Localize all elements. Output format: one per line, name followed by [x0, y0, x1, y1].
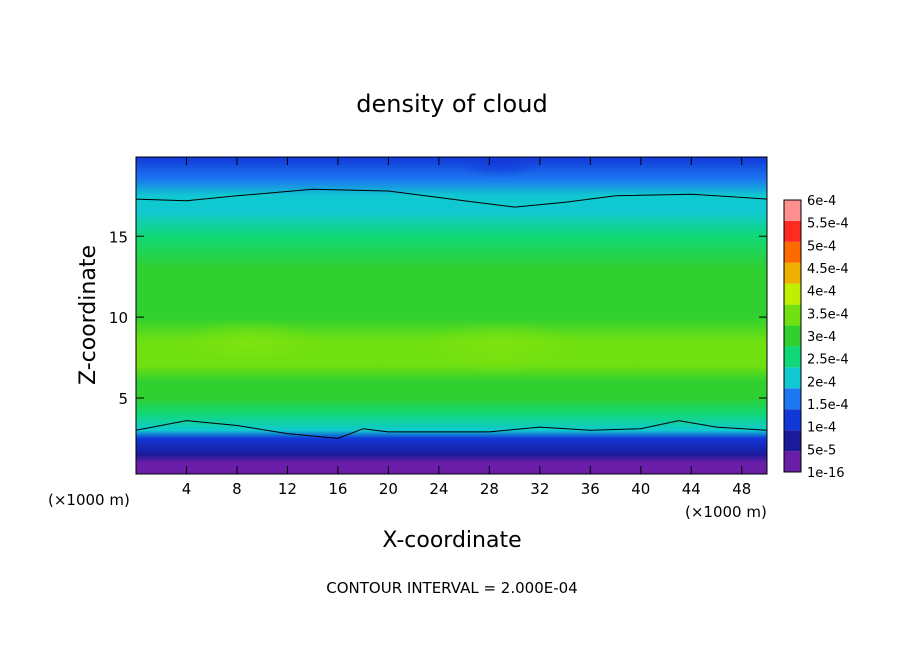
contour-interval-note: CONTOUR INTERVAL = 2.000E-04	[326, 579, 577, 597]
colorbar-swatch	[784, 200, 801, 221]
colorbar-label: 6e-4	[807, 194, 836, 209]
colorbar-label: 2.5e-4	[807, 353, 849, 368]
colorbar: 1e-16 5e-5 1e-4 1.5e-4 2e-4 2.5e-4 3e-4 3.5e-4 4…	[783, 194, 849, 481]
plot-frame	[135, 156, 768, 475]
colorbar-label: 5e-4	[807, 239, 836, 254]
colorbar-label: 3.5e-4	[807, 307, 849, 322]
chart-title: density of cloud	[356, 90, 547, 118]
colorbar-label: 2e-4	[807, 375, 836, 390]
x-unit-label-left: (×1000 m)	[48, 491, 130, 509]
x-tick-label: 4	[182, 480, 192, 498]
plot-area	[136, 157, 767, 474]
density-max-region	[420, 322, 580, 370]
density-field	[136, 157, 767, 474]
colorbar-swatch	[784, 220, 801, 242]
contour-line	[136, 420, 767, 439]
x-tick-label: 40	[631, 480, 650, 498]
colorbar-swatch	[784, 283, 801, 305]
colorbar-swatch	[784, 262, 801, 284]
colorbar-label: 1e-4	[807, 421, 836, 436]
colorbar-swatch	[784, 409, 801, 431]
colorbar-label: 1.5e-4	[807, 398, 849, 413]
colorbar-label: 4.5e-4	[807, 262, 849, 277]
y-tick-label: 10	[109, 309, 128, 327]
colorbar-swatch	[784, 241, 801, 263]
colorbar-label: 4e-4	[807, 285, 836, 300]
colorbar-swatch	[784, 451, 801, 472]
x-tick-label: 8	[232, 480, 242, 498]
colorbar-swatch	[784, 346, 801, 368]
x-tick-label: 12	[278, 480, 297, 498]
x-tick-label: 44	[682, 480, 701, 498]
colorbar-frame	[783, 199, 802, 473]
x-tick-label: 24	[429, 480, 448, 498]
x-tick-label: 16	[328, 480, 347, 498]
colorbar-swatch	[784, 430, 801, 452]
colorbar-swatch	[784, 367, 801, 389]
colorbar-label: 1e-16	[807, 466, 845, 481]
x-tick-label: 28	[480, 480, 499, 498]
x-unit-label-right: (×1000 m)	[685, 503, 767, 521]
y-tick-label: 5	[118, 390, 128, 408]
density-low-region	[455, 157, 545, 178]
colorbar-swatch	[784, 304, 801, 326]
contour-line	[136, 188, 767, 208]
colorbar-swatch	[784, 388, 801, 410]
x-axis-label: X-coordinate	[382, 528, 521, 553]
x-tick-label: 20	[379, 480, 398, 498]
y-axis-label: Z-coordinate	[76, 245, 101, 385]
colorbar-swatch	[784, 325, 801, 347]
density-max-region	[180, 320, 320, 364]
colorbar-label: 5e-5	[807, 443, 836, 458]
colorbar-label: 3e-4	[807, 330, 836, 345]
x-tick-label: 32	[530, 480, 549, 498]
x-tick-label: 48	[732, 480, 751, 498]
colorbar-label: 5.5e-4	[807, 217, 849, 232]
x-tick-label: 36	[581, 480, 600, 498]
y-tick-label: 15	[109, 228, 128, 246]
